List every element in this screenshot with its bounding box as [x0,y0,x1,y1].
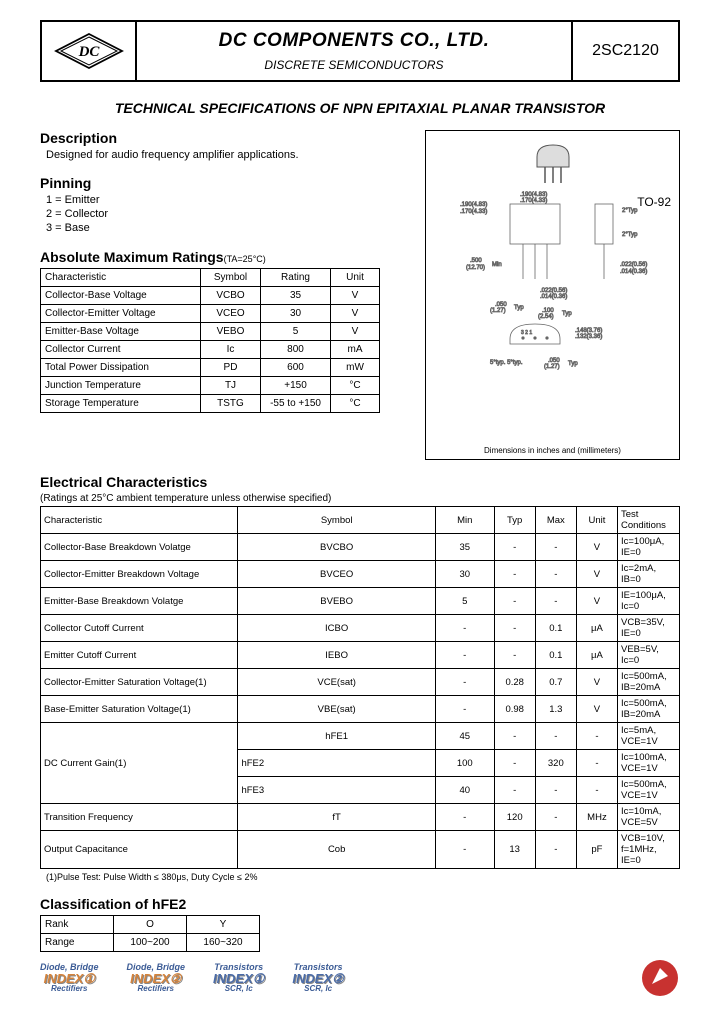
svg-text:.170(4.33): .170(4.33) [520,198,547,204]
table-row: Emitter Cutoff CurrentIEBO--0.1μAVEB=5V,… [41,642,680,669]
svg-text:.014(0.36): .014(0.36) [540,294,567,300]
table-row: Junction TemperatureTJ+150°C [41,377,380,395]
table-row: Total Power DissipationPD600mW [41,359,380,377]
elec-footnote: (1)Pulse Test: Pulse Width ≤ 380μs, Duty… [46,872,680,882]
table-row: Transition FrequencyfT-120-MHzIc=10mA, V… [41,804,680,831]
table-header: Unit [331,269,380,287]
package-label: TO-92 [637,195,671,209]
table-header: Min [435,507,494,534]
company-name: DC COMPONENTS CO., LTD. [137,30,571,52]
classification-heading: Classification of hFE2 [40,896,680,912]
pin-1: 1 = Emitter [46,194,413,208]
header-box: DC DC COMPONENTS CO., LTD. DISCRETE SEMI… [40,20,680,82]
svg-text:Typ: Typ [568,361,578,367]
svg-text:(1.27): (1.27) [544,364,560,370]
svg-text:.132(3.36): .132(3.36) [575,334,602,340]
svg-text:Typ: Typ [562,311,572,317]
part-number: 2SC2120 [573,22,678,80]
pin-3: 3 = Base [46,222,413,236]
pinning-list: 1 = Emitter 2 = Collector 3 = Base [46,194,413,235]
index-link[interactable]: Diode, BridgeINDEX①Rectifiers [40,963,99,993]
table-header: Max [535,507,576,534]
dimension-note: Dimensions in inches and (millimeters) [426,446,679,455]
svg-text:.014(0.36): .014(0.36) [620,269,647,275]
logo-cell: DC [42,22,137,80]
table-header: Symbol [238,507,435,534]
svg-text:3 2 1: 3 2 1 [521,330,532,336]
exit-icon[interactable]: EXIT [640,958,680,998]
svg-text:DC: DC [77,44,100,60]
svg-text:.190(4.83): .190(4.83) [460,202,487,208]
table-row: Emitter-Base VoltageVEBO5V [41,323,380,341]
table-header: Unit [576,507,617,534]
abs-max-table: CharacteristicSymbolRatingUnit Collector… [40,268,380,413]
electrical-section: Electrical Characteristics (Ratings at 2… [40,474,680,882]
package-dimension-drawing: .190(4.83).170(4.33) .190(4.83).170(4.33… [430,184,675,404]
table-header: Symbol [201,269,261,287]
svg-text:2°Typ: 2°Typ [622,208,638,214]
table-row: Collector CurrentIc800mA [41,341,380,359]
abs-max-heading: Absolute Maximum Ratings(TA=25°C) [40,249,413,265]
svg-text:5°typ. 5°typ.: 5°typ. 5°typ. [490,360,523,366]
elec-table: CharacteristicSymbolMinTypMaxUnitTest Co… [40,506,680,869]
upper-two-col: Description Designed for audio frequency… [40,130,680,460]
company-subtitle: DISCRETE SEMICONDUCTORS [137,58,571,72]
table-header: O [114,916,187,934]
description-text: Designed for audio frequency amplifier a… [46,149,413,161]
pinning-heading: Pinning [40,175,413,191]
table-row: Range100~200160~320 [41,934,260,952]
dc-logo-icon: DC [54,32,124,70]
title-cell: DC COMPONENTS CO., LTD. DISCRETE SEMICON… [137,22,573,80]
classification-table: RankOY Range100~200160~320 [40,915,260,952]
svg-text:.170(4.33): .170(4.33) [460,209,487,215]
index-link[interactable]: TransistorsINDEX①SCR, Ic [213,963,264,993]
description-heading: Description [40,130,413,146]
to92-3d-icon [523,139,583,184]
left-column: Description Designed for audio frequency… [40,130,413,460]
table-row: Base-Emitter Saturation Voltage(1)VBE(sa… [41,696,680,723]
table-row: Collector-Emitter VoltageVCEO30V [41,305,380,323]
spec-title: TECHNICAL SPECIFICATIONS OF NPN EPITAXIA… [40,100,680,116]
right-column: TO-92 .190(4.83).170(4.33) .190(4.83).17… [425,130,680,460]
footer-links: Diode, BridgeINDEX①Rectifiers Diode, Brid… [40,958,680,998]
table-row: DC Current Gain(1)hFE145---Ic=5mA, VCE=1… [41,723,680,750]
table-row: Collector Cutoff CurrentICBO--0.1μAVCB=3… [41,615,680,642]
table-row: Emitter-Base Breakdown VolatgeBVEBO5--VI… [41,588,680,615]
elec-heading: Electrical Characteristics [40,474,680,490]
svg-text:.500: .500 [470,258,482,264]
package-drawing-box: TO-92 .190(4.83).170(4.33) .190(4.83).17… [425,130,680,460]
elec-note: (Ratings at 25°C ambient temperature unl… [40,493,680,504]
index-link[interactable]: TransistorsINDEX②SCR, Ic [292,963,343,993]
table-row: Collector-Emitter Saturation Voltage(1)V… [41,669,680,696]
svg-text:(1.27): (1.27) [490,308,506,314]
svg-text:Typ: Typ [514,305,524,311]
table-row: Storage TemperatureTSTG-55 to +150°C [41,395,380,413]
table-row: Collector-Emitter Breakdown VoltageBVCEO… [41,561,680,588]
table-row: Output CapacitanceCob-13-pFVCB=10V, f=1M… [41,831,680,869]
table-row: Collector-Base VoltageVCBO35V [41,287,380,305]
classification-section: Classification of hFE2 RankOY Range100~2… [40,896,680,952]
table-header: Characteristic [41,507,238,534]
svg-text:.022(0.56): .022(0.56) [620,262,647,268]
table-header: Characteristic [41,269,201,287]
svg-text:Min: Min [492,262,502,268]
table-header: Y [187,916,260,934]
datasheet-page: DC DC COMPONENTS CO., LTD. DISCRETE SEMI… [0,0,720,972]
table-header: Rank [41,916,114,934]
svg-text:2°Typ: 2°Typ [622,232,638,238]
table-header: Rating [261,269,331,287]
pin-2: 2 = Collector [46,208,413,222]
table-header: Typ [494,507,535,534]
svg-text:(12.70): (12.70) [466,265,485,271]
table-header: Test Conditions [618,507,680,534]
svg-text:EXIT: EXIT [653,990,667,996]
svg-text:(2.54): (2.54) [538,314,554,320]
table-row: Collector-Base Breakdown VolatgeBVCBO35-… [41,534,680,561]
index-link[interactable]: Diode, BridgeINDEX②Rectifiers [127,963,186,993]
